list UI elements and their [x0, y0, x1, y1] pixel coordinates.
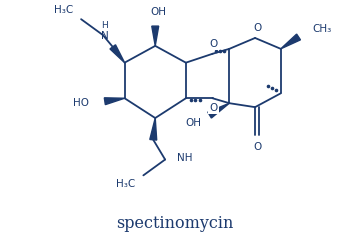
Text: H: H: [102, 21, 108, 30]
Polygon shape: [150, 118, 157, 140]
Polygon shape: [104, 98, 125, 105]
Text: OH: OH: [186, 118, 202, 128]
Text: O: O: [209, 39, 218, 49]
Text: spectinomycin: spectinomycin: [116, 215, 234, 232]
Text: O: O: [209, 103, 218, 113]
Text: O: O: [253, 142, 261, 152]
Text: N: N: [101, 31, 109, 41]
Text: CH₃: CH₃: [313, 24, 332, 34]
Polygon shape: [208, 103, 229, 118]
Text: H₃C: H₃C: [54, 5, 73, 15]
Text: HO: HO: [73, 98, 89, 108]
Polygon shape: [281, 34, 300, 49]
Polygon shape: [152, 26, 159, 46]
Text: H₃C: H₃C: [116, 179, 135, 189]
Text: NH: NH: [177, 153, 192, 162]
Text: O: O: [253, 23, 261, 33]
Polygon shape: [110, 45, 125, 63]
Text: OH: OH: [150, 7, 166, 17]
